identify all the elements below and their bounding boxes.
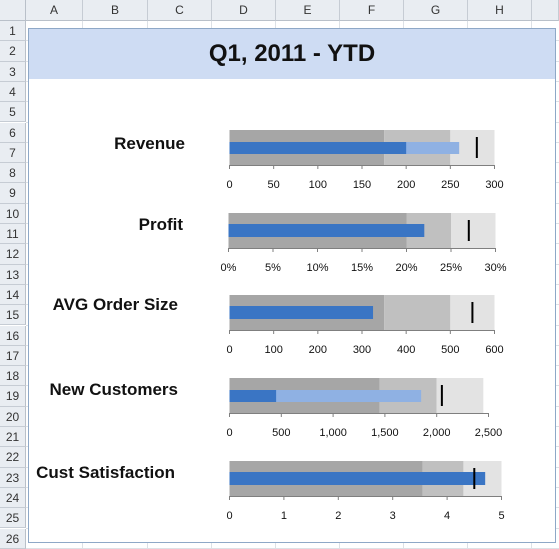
row-header-5[interactable]: 5 <box>0 102 26 123</box>
avg-order-size-actual-bar <box>229 306 374 319</box>
row-header-17[interactable]: 17 <box>0 345 26 367</box>
chart-area[interactable] <box>28 28 556 543</box>
avg-order-size-label: AVG Order Size <box>53 295 178 314</box>
new-customers-tick-label: 0 <box>226 427 232 439</box>
avg-order-size-tick-label: 600 <box>485 344 503 356</box>
row-header-13[interactable]: 13 <box>0 264 26 285</box>
profit-actual-bar <box>228 224 425 237</box>
grid-row-line <box>26 547 559 549</box>
row-header-9[interactable]: 9 <box>0 183 26 204</box>
new-customers-tick-label: 2,000 <box>423 427 451 439</box>
avg-order-size-tick-label: 500 <box>441 344 459 356</box>
column-header-f[interactable]: F <box>340 0 404 21</box>
avg-order-size-tick-label: 0 <box>226 344 232 356</box>
row-header-22[interactable]: 22 <box>0 447 26 468</box>
revenue-tick-label: 0 <box>226 179 232 191</box>
row-header-4[interactable]: 4 <box>0 81 26 103</box>
row-header-19[interactable]: 19 <box>0 386 26 407</box>
revenue-tick-label: 150 <box>353 179 371 191</box>
new-customers-tick-label: 500 <box>272 427 290 439</box>
column-header-b[interactable]: B <box>83 0 148 21</box>
new-customers-label: New Customers <box>50 380 178 399</box>
cust-satisfaction-actual-bar <box>229 472 486 485</box>
row-header-15[interactable]: 15 <box>0 305 26 326</box>
profit-tick-label: 25% <box>440 262 462 274</box>
row-header-8[interactable]: 8 <box>0 163 26 184</box>
chart-title: Q1, 2011 - YTD <box>208 40 376 67</box>
avg-order-size-tick-label: 100 <box>264 344 282 356</box>
row-header-18[interactable]: 18 <box>0 366 26 387</box>
row-header-14[interactable]: 14 <box>0 284 26 306</box>
row-header-26[interactable]: 26 <box>0 528 26 549</box>
profit-tick-label: 5% <box>265 262 281 274</box>
new-customers-tick-label: 2,500 <box>475 427 503 439</box>
profit-tick-label: 0% <box>221 262 237 274</box>
row-header-24[interactable]: 24 <box>0 487 26 509</box>
cust-satisfaction-tick-label: 2 <box>335 510 341 522</box>
revenue-tick-label: 100 <box>309 179 327 191</box>
avg-order-size-tick-label: 400 <box>397 344 415 356</box>
new-customers-tick-label: 1,000 <box>319 427 347 439</box>
profit-label: Profit <box>139 215 184 234</box>
cust-satisfaction-label: Cust Satisfaction <box>36 463 175 482</box>
cust-satisfaction-tick-label: 0 <box>226 510 232 522</box>
cust-satisfaction-tick-label: 3 <box>390 510 396 522</box>
cust-satisfaction-tick-label: 1 <box>281 510 287 522</box>
revenue-tick-label: 300 <box>485 179 503 191</box>
revenue-tick-label: 200 <box>397 179 415 191</box>
profit-band-3 <box>451 213 496 248</box>
profit-tick-label: 15% <box>351 262 373 274</box>
new-customers-forecast-bar <box>229 390 422 402</box>
row-header-7[interactable]: 7 <box>0 142 26 164</box>
column-header-e[interactable]: E <box>276 0 340 21</box>
row-header-23[interactable]: 23 <box>0 467 26 488</box>
avg-order-size-tick-label: 200 <box>309 344 327 356</box>
chart-title-band <box>29 29 555 79</box>
profit-tick-label: 20% <box>395 262 417 274</box>
row-header-3[interactable]: 3 <box>0 61 26 82</box>
row-header-21[interactable]: 21 <box>0 427 26 448</box>
profit-tick-label: 30% <box>484 262 506 274</box>
revenue-actual-bar <box>229 142 407 154</box>
row-header-2[interactable]: 2 <box>0 41 26 62</box>
column-header-g[interactable]: G <box>404 0 468 21</box>
row-header-12[interactable]: 12 <box>0 244 26 265</box>
avg-order-size-tick-label: 300 <box>353 344 371 356</box>
revenue-label: Revenue <box>114 134 185 153</box>
cust-satisfaction-tick-label: 4 <box>444 510 450 522</box>
avg-order-size-band-2 <box>384 295 451 330</box>
new-customers-tick-label: 1,500 <box>371 427 399 439</box>
row-header-10[interactable]: 10 <box>0 203 26 224</box>
select-all-corner[interactable] <box>0 0 26 21</box>
row-header-16[interactable]: 16 <box>0 325 26 346</box>
row-header-6[interactable]: 6 <box>0 122 26 143</box>
column-header-a[interactable]: A <box>26 0 83 21</box>
column-header-h[interactable]: H <box>468 0 532 21</box>
row-header-20[interactable]: 20 <box>0 406 26 427</box>
row-header-1[interactable]: 1 <box>0 21 26 42</box>
column-header-c[interactable]: C <box>148 0 212 21</box>
cust-satisfaction-tick-label: 5 <box>498 510 504 522</box>
column-header-d[interactable]: D <box>212 0 276 21</box>
profit-tick-label: 10% <box>306 262 328 274</box>
new-customers-band-3 <box>436 378 484 413</box>
new-customers-actual-bar <box>229 390 277 402</box>
row-header-11[interactable]: 11 <box>0 224 26 245</box>
revenue-tick-label: 50 <box>268 179 280 191</box>
row-header-25[interactable]: 25 <box>0 508 26 529</box>
revenue-tick-label: 250 <box>441 179 459 191</box>
